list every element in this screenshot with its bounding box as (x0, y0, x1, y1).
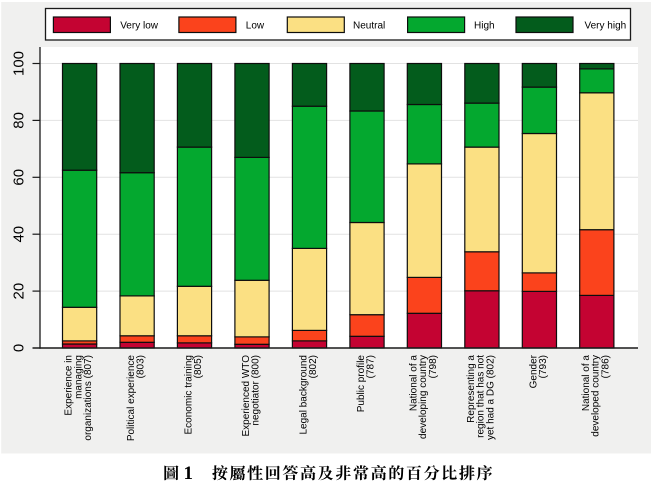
svg-text:40: 40 (11, 226, 28, 243)
svg-text:Representing aregion that has: Representing aregion that has notyet had… (466, 355, 496, 440)
svg-text:Low: Low (246, 20, 265, 31)
svg-text:Neutral: Neutral (353, 20, 385, 31)
svg-text:60: 60 (11, 169, 28, 186)
svg-text:0: 0 (11, 344, 28, 352)
svg-text:100: 100 (11, 51, 28, 76)
svg-text:National of adeveloped country: National of adeveloped country(786) (581, 355, 611, 437)
svg-text:Very high: Very high (585, 20, 627, 31)
svg-text:Experienced WTOnegotiator (80: Experienced WTOnegotiator (800) (241, 355, 262, 437)
svg-text:Gender(793): Gender(793) (528, 354, 549, 388)
svg-text:Political experience(803): Political experience(803) (126, 355, 147, 442)
svg-text:20: 20 (11, 283, 28, 300)
svg-text:National of adeveloping countr: National of adeveloping country(798) (409, 355, 439, 439)
svg-text:Economic training(805): Economic training(805) (184, 355, 205, 434)
svg-text:Experience inmanagingorganizat: Experience inmanagingorganizations (807) (64, 355, 94, 441)
svg-text:1: 1 (184, 463, 194, 484)
svg-text:Public profile(787): Public profile(787) (356, 355, 377, 413)
svg-text:80: 80 (11, 112, 28, 129)
svg-text:High: High (474, 20, 495, 31)
svg-text:Legal background(802): Legal background(802) (298, 355, 319, 435)
svg-text:Very low: Very low (120, 20, 159, 31)
